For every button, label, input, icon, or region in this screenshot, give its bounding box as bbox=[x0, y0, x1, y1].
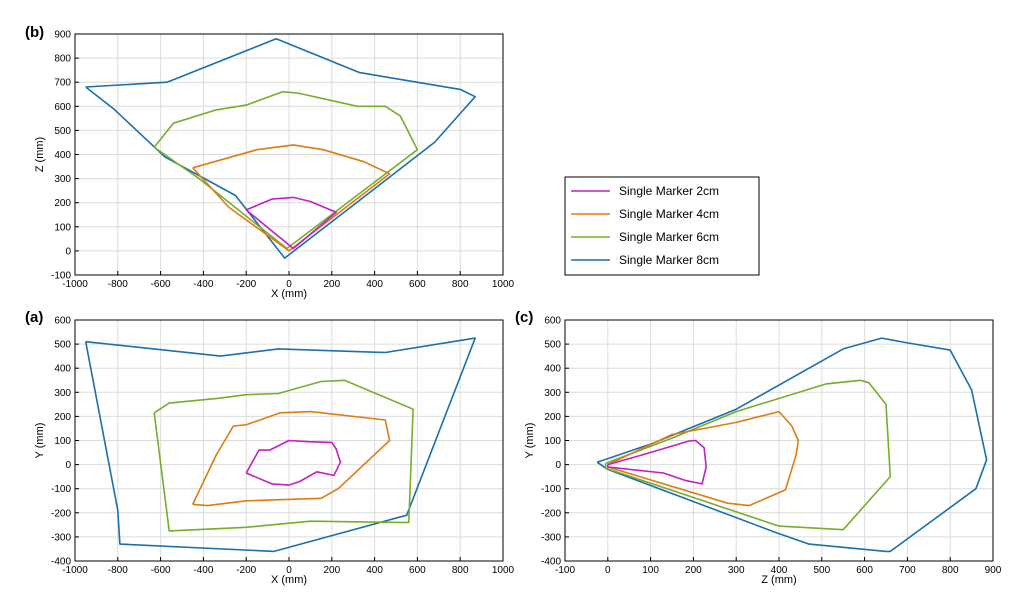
y-tick-label: 600 bbox=[54, 316, 71, 327]
x-tick-label: -800 bbox=[108, 565, 128, 576]
y-tick-label: 400 bbox=[54, 364, 71, 375]
y-tick-label: 400 bbox=[54, 150, 71, 161]
x-tick-label: 400 bbox=[771, 565, 788, 576]
x-axis-label: X (mm) bbox=[271, 288, 307, 300]
x-tick-label: 800 bbox=[452, 565, 469, 576]
series-single-marker-2cm bbox=[245, 439, 342, 486]
y-tick-label: 400 bbox=[544, 364, 561, 375]
x-tick-label: 100 bbox=[642, 565, 659, 576]
y-tick-label: -100 bbox=[51, 484, 71, 495]
series-single-marker-4cm bbox=[606, 410, 800, 507]
x-tick-label: 500 bbox=[813, 565, 830, 576]
x-tick-label: -200 bbox=[236, 565, 256, 576]
x-tick-label: 200 bbox=[323, 565, 340, 576]
legend-label-8cm: Single Marker 8cm bbox=[619, 253, 719, 267]
legend-label-6cm: Single Marker 6cm bbox=[619, 230, 719, 244]
x-tick-label: 200 bbox=[685, 565, 702, 576]
y-tick-label: -200 bbox=[541, 508, 561, 519]
x-tick-label: 300 bbox=[728, 565, 745, 576]
x-tick-label: 800 bbox=[942, 565, 959, 576]
x-tick-label: 600 bbox=[856, 565, 873, 576]
y-tick-label: -400 bbox=[51, 557, 71, 568]
series-single-marker-6cm bbox=[604, 379, 892, 531]
y-tick-label: 500 bbox=[544, 340, 561, 351]
x-tick-label: 900 bbox=[985, 565, 1002, 576]
x-tick-label: 700 bbox=[899, 565, 916, 576]
y-axis-label: Y (mm) bbox=[524, 423, 536, 459]
y-tick-label: 100 bbox=[54, 222, 71, 233]
y-tick-label: 700 bbox=[54, 78, 71, 89]
y-tick-label: 100 bbox=[54, 436, 71, 447]
y-tick-label: 200 bbox=[54, 412, 71, 423]
legend-label-2cm: Single Marker 2cm bbox=[619, 184, 719, 198]
chart-panel-b: (b) -1000 -800 -600 -400 -200 0 200 400 600 800 10… bbox=[25, 24, 515, 300]
x-tick-label: -400 bbox=[193, 279, 213, 290]
legend-box bbox=[564, 176, 760, 276]
x-tick-label: -400 bbox=[193, 565, 213, 576]
y-tick-label: 0 bbox=[65, 246, 71, 257]
y-tick-label: 100 bbox=[544, 436, 561, 447]
x-tick-label: 200 bbox=[323, 279, 340, 290]
legend: Single Marker 2cm Single Marker 4cm Sing… bbox=[564, 176, 760, 276]
y-tick-label: 300 bbox=[54, 174, 71, 185]
legend-label-4cm: Single Marker 4cm bbox=[619, 207, 719, 221]
y-tick-label: 300 bbox=[54, 388, 71, 399]
series-single-marker-4cm bbox=[192, 144, 391, 252]
y-tick-label: -200 bbox=[51, 508, 71, 519]
y-tick-label: -400 bbox=[541, 557, 561, 568]
y-axis-label: Y (mm) bbox=[34, 423, 46, 459]
x-tick-label: 0 bbox=[286, 279, 292, 290]
y-tick-label: 0 bbox=[65, 460, 71, 471]
y-tick-label: -300 bbox=[541, 532, 561, 543]
x-tick-label: 1000 bbox=[492, 565, 515, 576]
panel-label-a: (a) bbox=[25, 309, 43, 326]
x-tick-label: 800 bbox=[452, 279, 469, 290]
y-axis-label: Z (mm) bbox=[34, 137, 46, 172]
y-tick-label: 200 bbox=[544, 412, 561, 423]
x-tick-label: -100 bbox=[555, 565, 575, 576]
series-single-marker-8cm bbox=[85, 37, 477, 259]
x-tick-label: 0 bbox=[605, 565, 611, 576]
y-tick-label: -300 bbox=[51, 532, 71, 543]
x-tick-label: -200 bbox=[236, 279, 256, 290]
x-tick-label: -600 bbox=[151, 279, 171, 290]
x-tick-label: -600 bbox=[151, 565, 171, 576]
x-tick-label: 600 bbox=[409, 565, 426, 576]
x-tick-label: -800 bbox=[108, 279, 128, 290]
y-tick-label: 800 bbox=[54, 54, 71, 65]
x-tick-label: 400 bbox=[366, 279, 383, 290]
series-single-marker-4cm bbox=[191, 410, 391, 507]
y-tick-label: -100 bbox=[541, 484, 561, 495]
x-tick-label: 1000 bbox=[492, 279, 515, 290]
panel-label-b: (b) bbox=[25, 24, 44, 41]
x-tick-label: 0 bbox=[286, 565, 292, 576]
y-tick-label: 900 bbox=[54, 30, 71, 41]
y-tick-label: 300 bbox=[544, 388, 561, 399]
y-tick-label: 500 bbox=[54, 126, 71, 137]
x-tick-label: -1000 bbox=[62, 279, 88, 290]
x-axis-label: X (mm) bbox=[271, 574, 307, 586]
x-axis-label: Z (mm) bbox=[761, 574, 796, 586]
x-tick-label: 600 bbox=[409, 279, 426, 290]
chart-panel-c: (c) -100 0 100 200 300 400 500 600 700 800 900 -400… bbox=[515, 309, 1002, 586]
series-single-marker-8cm bbox=[84, 337, 477, 553]
chart-panel-a: (a) -1000 -800 -600 -400 -200 0 200 400 600 800 10… bbox=[25, 309, 515, 586]
y-tick-label: -100 bbox=[51, 271, 71, 282]
panel-label-c: (c) bbox=[515, 309, 533, 326]
y-tick-label: 600 bbox=[544, 316, 561, 327]
y-tick-label: 0 bbox=[555, 460, 561, 471]
y-tick-label: 500 bbox=[54, 340, 71, 351]
series-single-marker-2cm bbox=[606, 439, 708, 485]
series-single-marker-2cm bbox=[245, 196, 337, 250]
y-tick-label: 600 bbox=[54, 102, 71, 113]
y-tick-label: 200 bbox=[54, 198, 71, 209]
x-tick-label: -1000 bbox=[62, 565, 88, 576]
series-single-marker-8cm bbox=[596, 337, 988, 553]
x-tick-label: 400 bbox=[366, 565, 383, 576]
series-single-marker-6cm bbox=[153, 379, 414, 532]
